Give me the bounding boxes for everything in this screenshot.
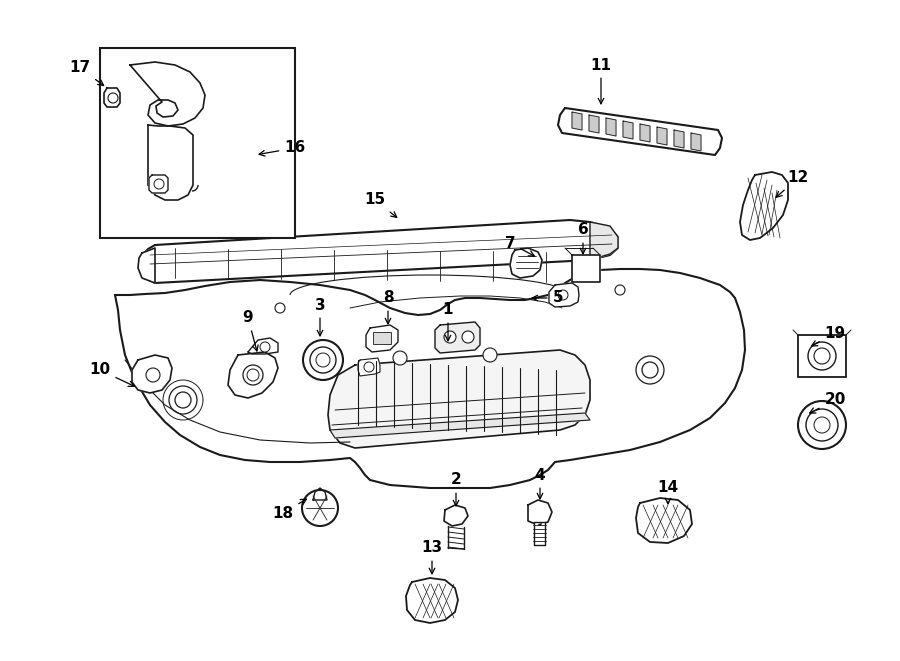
Polygon shape [115,269,745,488]
Polygon shape [358,358,380,376]
Text: 13: 13 [421,541,443,574]
Circle shape [364,362,374,372]
Text: 7: 7 [505,235,535,256]
Polygon shape [549,283,579,307]
Circle shape [393,351,407,365]
Text: 15: 15 [364,192,397,217]
Polygon shape [510,248,542,278]
Polygon shape [328,350,590,448]
Polygon shape [572,255,600,282]
Circle shape [154,179,164,189]
Polygon shape [313,488,327,500]
Polygon shape [330,413,590,438]
Bar [373,332,391,344]
Polygon shape [636,498,692,543]
Bar [100,48,295,238]
Polygon shape [740,172,788,240]
Circle shape [798,401,846,449]
Text: 1: 1 [443,303,454,341]
Text: 11: 11 [590,58,611,104]
Polygon shape [132,355,172,393]
Polygon shape [104,88,120,107]
Circle shape [243,365,263,385]
Circle shape [260,342,270,352]
Text: 6: 6 [578,223,589,254]
Polygon shape [435,322,480,353]
Bar [798,335,846,377]
Polygon shape [406,578,458,623]
Polygon shape [623,121,633,139]
Polygon shape [589,115,599,133]
Polygon shape [528,500,552,525]
Text: 16: 16 [259,141,306,156]
Circle shape [483,348,497,362]
Circle shape [642,362,658,378]
Polygon shape [149,175,168,193]
Circle shape [302,490,338,526]
Circle shape [275,303,285,313]
Text: 9: 9 [243,311,258,351]
Polygon shape [148,125,193,200]
Text: 19: 19 [812,325,846,346]
Text: 17: 17 [69,61,104,85]
Text: 20: 20 [810,393,846,413]
Polygon shape [444,505,468,526]
Text: 18: 18 [273,499,306,520]
Polygon shape [606,118,616,136]
Polygon shape [590,222,618,260]
Circle shape [303,340,343,380]
Circle shape [462,331,474,343]
Polygon shape [138,248,155,283]
Polygon shape [130,62,205,126]
Circle shape [175,392,191,408]
Polygon shape [572,112,582,130]
Polygon shape [691,133,701,151]
Polygon shape [657,127,667,145]
Text: 10: 10 [89,362,134,386]
Circle shape [444,331,456,343]
Text: 5: 5 [532,290,563,305]
Text: 12: 12 [776,171,808,197]
Polygon shape [558,108,722,155]
Text: 2: 2 [451,473,462,506]
Polygon shape [228,352,278,398]
Text: 8: 8 [382,290,393,324]
Polygon shape [140,220,618,283]
Polygon shape [248,338,278,354]
Circle shape [808,342,836,370]
Text: 3: 3 [315,297,325,336]
Text: 4: 4 [535,467,545,499]
Circle shape [615,285,625,295]
Polygon shape [366,325,398,352]
Polygon shape [640,124,650,142]
Circle shape [108,93,118,103]
Text: 14: 14 [657,481,679,504]
Polygon shape [674,130,684,148]
Circle shape [558,290,568,300]
Circle shape [146,368,160,382]
